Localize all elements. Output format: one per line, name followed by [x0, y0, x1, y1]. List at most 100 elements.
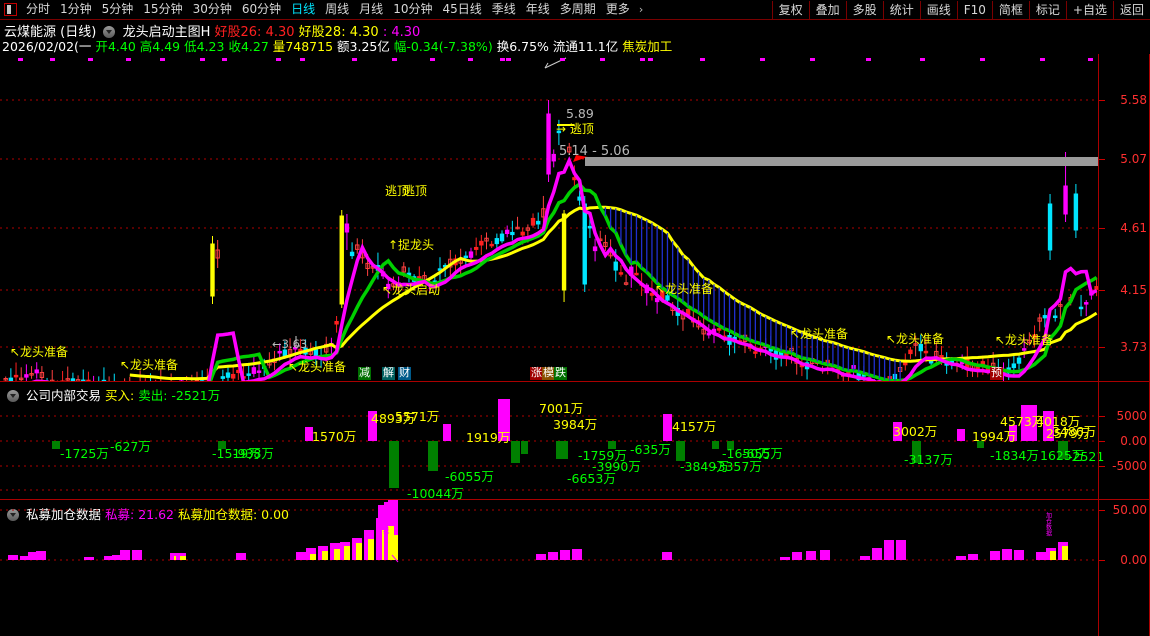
event-tag-5[interactable]: 跌 [554, 366, 567, 380]
panel-collapse-icon[interactable] [7, 390, 19, 402]
tool-0[interactable]: 复权 [771, 0, 809, 20]
axis-tick [1099, 100, 1105, 101]
period-tab-0[interactable]: 分时 [26, 2, 51, 16]
event-tag-0[interactable]: 减 [358, 366, 371, 380]
insider-value-label-6: 5571万 [395, 409, 440, 424]
turnover-value: 6.75% [509, 39, 549, 54]
signal-dot [920, 58, 925, 61]
signal-dot [866, 58, 871, 61]
period-tab-11[interactable]: 季线 [491, 2, 516, 16]
axis-tick [1099, 510, 1105, 511]
period-tab-3[interactable]: 15分钟 [143, 2, 183, 16]
insider-value-label-21: 3002万 [893, 424, 938, 439]
signal-dot [160, 58, 165, 61]
tool-8[interactable]: +自选 [1065, 0, 1113, 20]
chart-annotation-4: ↑捉龙头 [388, 238, 435, 252]
insider-value-label-0: -1725万 [60, 446, 109, 461]
insider-value-label-13: -1759万 [578, 448, 627, 463]
insider-value-label-8: -6055万 [445, 469, 494, 484]
low-label: 低 [184, 39, 197, 54]
period-tab-9[interactable]: 10分钟 [393, 2, 433, 16]
window-mode-icon[interactable] [4, 3, 17, 16]
tool-6[interactable]: 简框 [991, 0, 1029, 20]
period-tab-2[interactable]: 5分钟 [101, 2, 134, 16]
period-tab-12[interactable]: 年线 [525, 2, 550, 16]
close-label: 收 [228, 39, 241, 54]
chevron-right-icon[interactable]: › [638, 3, 644, 16]
tool-9[interactable]: 返回 [1112, 0, 1150, 20]
insider-sell-value: -2521万 [171, 388, 221, 403]
chart-annotation-9: ↖龙头准备 [790, 327, 849, 341]
event-tag-2[interactable]: 财 [398, 366, 411, 380]
stock-name[interactable]: 云煤能源 (日线) [4, 25, 97, 40]
insider-value-label-19: -3357万 [713, 459, 762, 474]
signal-dot [392, 58, 397, 61]
fund-bar-chart[interactable]: 加仓数据 加仓数据 [0, 500, 1098, 636]
period-tab-group: 分时 1分钟 5分钟 15分钟 30分钟 60分钟 日线 周线 月线 10分钟 45日线 季线 年线 多周… [0, 0, 647, 20]
signal-dot [1088, 58, 1093, 61]
quote-date: 2026/02/02(一 [2, 39, 92, 54]
period-tab-10[interactable]: 45日线 [442, 2, 482, 16]
axis-tick [1099, 416, 1105, 417]
period-tab-1[interactable]: 1分钟 [60, 2, 92, 16]
insider-value-label-25: 4573万 [1000, 414, 1045, 429]
period-tab-4[interactable]: 30分钟 [192, 2, 232, 16]
tool-1[interactable]: 叠加 [808, 0, 846, 20]
high-value: 4.49 [152, 39, 181, 54]
event-tag-6[interactable]: 预 [990, 366, 1003, 380]
float-label: 流通 [552, 39, 578, 54]
panel-collapse-icon-2[interactable] [7, 509, 19, 521]
fund-panel-header: 私募加仓数据 私募: 21.62 私募加仓数据: 0.00 [4, 504, 289, 523]
indicator-name[interactable]: 龙头启动主图H [122, 25, 211, 40]
price-axis: 5.58 5.07 4.61 4.15 3.73 [1098, 54, 1150, 381]
axis-tick [1099, 466, 1105, 467]
fund-axis: 50.00 0.00 [1098, 500, 1150, 636]
period-tab-6[interactable]: 日线 [291, 2, 316, 16]
tool-5[interactable]: F10 [956, 0, 992, 20]
insider-trade-panel: 公司内部交易 买入: 卖出: -2521万 -1725万 -627万 -1519万 -… [0, 382, 1150, 501]
period-tab-14[interactable]: 更多 [605, 2, 630, 16]
insider-buy-label: 买入: [104, 388, 135, 403]
insider-panel-title: 公司内部交易 [25, 388, 101, 403]
signal-dot [500, 58, 505, 61]
insider-value-label-22: -3137万 [904, 452, 953, 467]
tool-2[interactable]: 多股 [845, 0, 883, 20]
quote-info-header: 云煤能源 (日线) 龙头启动主图H 好股26: 4.30 好股28: 4.30 … [0, 21, 1150, 55]
insider-value-label-16: -635万 [630, 442, 671, 457]
tool-7[interactable]: 标记 [1028, 0, 1066, 20]
period-tab-5[interactable]: 60分钟 [241, 2, 282, 16]
insider-bar-chart[interactable] [0, 382, 1098, 499]
fund-position-panel: 私募加仓数据 私募: 21.62 私募加仓数据: 0.00 加仓数据 加仓数据 5… [0, 500, 1150, 636]
axis-label: 5.58 [1120, 93, 1147, 107]
candlestick-chart[interactable] [0, 54, 1099, 402]
chart-annotation-1: ↖龙头准备 [120, 358, 179, 372]
signal-dot [1040, 58, 1045, 61]
insider-sell-label: 卖出: [138, 388, 168, 403]
signal2-value: 4.30 [349, 25, 379, 40]
axis-label: 5.07 [1120, 152, 1147, 166]
industry-tag[interactable]: 焦炭加工 [622, 39, 673, 54]
quote-stats-line: 2026/02/02(一 开4.40 高4.49 低4.23 收4.27 量74… [2, 36, 672, 55]
tool-4[interactable]: 画线 [919, 0, 957, 20]
panel-divider-1 [0, 381, 1150, 382]
period-tab-13[interactable]: 多周期 [559, 2, 596, 16]
tool-3[interactable]: 统计 [882, 0, 920, 20]
signal-dot [640, 58, 645, 61]
dropdown-circle-icon[interactable] [103, 26, 116, 38]
svg-text:加仓数据: 加仓数据 [382, 509, 389, 535]
high-label: 高 [139, 39, 153, 54]
top-toolbar: 分时 1分钟 5分钟 15分钟 30分钟 60分钟 日线 周线 月线 10分钟 45日线 季线 年线 多周… [0, 0, 1150, 20]
period-tab-7[interactable]: 周线 [325, 2, 350, 16]
event-tag-1[interactable]: 解 [382, 366, 395, 380]
event-tag-4[interactable]: 模 [542, 366, 555, 380]
chart-annotation-6: 逃顶 [403, 184, 428, 198]
tool-button-group: 复权 叠加 多股 统计 画线 F10 简框 标记 +自选 返回 [771, 0, 1150, 20]
signal-dot [980, 58, 985, 61]
insider-value-label-9: 1919万 [466, 430, 511, 445]
event-tag-3[interactable]: 涨 [530, 366, 543, 380]
signal-dot [506, 58, 511, 61]
turnover-label: 换 [496, 39, 510, 54]
float-value: 11.1亿 [577, 39, 619, 54]
period-tab-8[interactable]: 月线 [359, 2, 384, 16]
range-price-label: 5.14 - 5.06 [559, 144, 630, 159]
